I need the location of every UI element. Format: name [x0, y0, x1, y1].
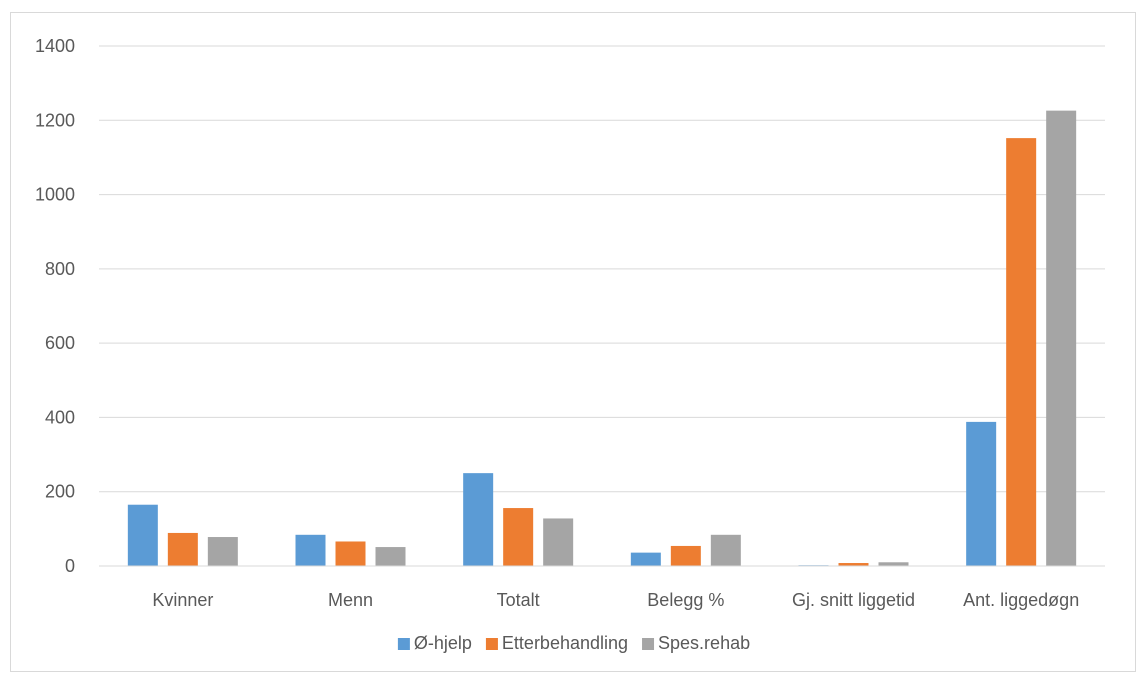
legend-item: Etterbehandling [485, 633, 628, 653]
legend-label: Spes.rehab [658, 633, 750, 653]
legend-swatch [397, 638, 410, 650]
bar-spes-rehab [375, 547, 406, 566]
chart-frame: 0 200 400 600 800 1000 1200 1400 Kvinner Menn Tot… [10, 12, 1136, 672]
y-tick-label: 0 [65, 556, 75, 576]
y-tick-label: 800 [45, 259, 75, 279]
legend: Ø-hjelp Etterbehandling Spes.rehab [397, 633, 750, 653]
gridlines [99, 45, 1105, 493]
bar-spes-rehab [710, 534, 741, 566]
bars [127, 110, 1077, 566]
bar-hjelp [630, 552, 661, 566]
bar-spes-rehab [207, 537, 238, 566]
x-tick-label: Totalt [497, 590, 540, 610]
legend-label: Etterbehandling [502, 633, 628, 653]
x-tick-label: Menn [328, 590, 373, 610]
x-tick-label: Kvinner [152, 590, 213, 610]
legend-item: Spes.rehab [642, 633, 750, 653]
bar-hjelp [966, 421, 997, 566]
y-tick-label: 600 [45, 333, 75, 353]
bar-hjelp [127, 504, 158, 566]
bar-spes-rehab [878, 562, 909, 566]
y-tick-label: 400 [45, 407, 75, 427]
x-tick-label: Ant. liggedøgn [963, 590, 1079, 610]
bar-hjelp [463, 473, 494, 566]
bar-spes-rehab [1046, 110, 1077, 566]
bar-etterbehandling [1006, 138, 1037, 566]
y-tick-label: 1400 [35, 36, 75, 56]
legend-swatch [485, 638, 498, 650]
bar-etterbehandling [670, 545, 701, 566]
bar-hjelp [295, 534, 326, 566]
y-tick-label: 1200 [35, 110, 75, 130]
y-tick-label: 1000 [35, 185, 75, 205]
legend-swatch [642, 638, 655, 650]
bar-etterbehandling [503, 508, 534, 566]
legend-item: Ø-hjelp [397, 633, 472, 653]
bar-etterbehandling [167, 532, 198, 566]
y-axis-tick-labels: 0 200 400 600 800 1000 1200 1400 [35, 36, 75, 576]
x-axis-category-labels: Kvinner Menn Totalt Belegg % Gj. snitt ligge… [152, 590, 1079, 610]
y-tick-label: 200 [45, 482, 75, 502]
x-tick-label: Belegg % [647, 590, 724, 610]
bar-etterbehandling [838, 563, 869, 566]
bar-spes-rehab [543, 518, 574, 566]
x-tick-label: Gj. snitt liggetid [792, 590, 915, 610]
bar-chart: 0 200 400 600 800 1000 1200 1400 Kvinner Menn Tot… [35, 36, 1105, 653]
bar-etterbehandling [335, 541, 366, 566]
legend-label: Ø-hjelp [414, 633, 472, 653]
